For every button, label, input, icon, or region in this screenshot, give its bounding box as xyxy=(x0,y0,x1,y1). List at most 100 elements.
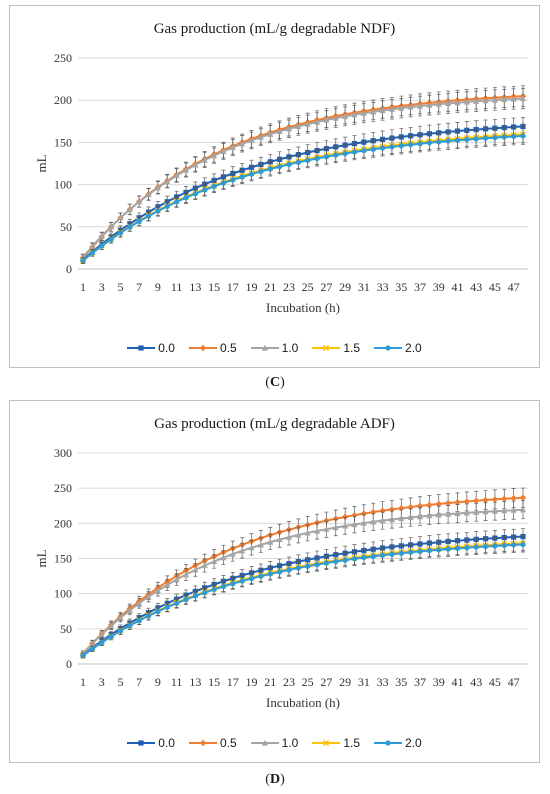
data-point xyxy=(117,628,124,634)
data-point xyxy=(501,134,507,140)
data-point xyxy=(182,166,190,173)
data-point xyxy=(332,524,339,531)
data-point xyxy=(155,208,161,214)
data-point xyxy=(295,565,301,571)
data-point xyxy=(89,646,95,652)
data-point xyxy=(108,236,114,242)
chart-panel-d: Gas production (mL/g degradable ADF) 0 50… xyxy=(9,400,540,763)
y-tick-label: 200 xyxy=(54,516,72,530)
x-tick-label: 19 xyxy=(246,675,258,689)
figure-caption-c: (C) xyxy=(265,375,285,390)
legend-item: 2.0 xyxy=(374,736,422,750)
series-1-0 xyxy=(79,500,527,657)
x-tick-label: 1 xyxy=(80,675,86,689)
data-point xyxy=(445,138,451,144)
data-point xyxy=(351,556,358,562)
data-point xyxy=(491,496,499,503)
data-point xyxy=(351,111,358,118)
x-tick-label: 5 xyxy=(117,675,123,689)
legend-label: 1.5 xyxy=(343,341,361,355)
data-point xyxy=(239,547,246,554)
legend-marker xyxy=(261,739,268,746)
chart-legend: 0.0 0.5 1.0 1.5 2.0 xyxy=(10,736,539,750)
data-point xyxy=(510,495,517,502)
data-point xyxy=(230,581,236,587)
data-point xyxy=(304,529,311,536)
data-point xyxy=(370,146,376,152)
series-line xyxy=(82,508,524,655)
data-point xyxy=(136,600,143,606)
data-point xyxy=(370,553,376,559)
y-tick-label: 100 xyxy=(54,178,72,192)
x-tick-label: 17 xyxy=(227,675,239,689)
data-point xyxy=(136,618,142,624)
legend-marker xyxy=(385,345,391,351)
data-point xyxy=(370,108,377,115)
data-point xyxy=(276,569,283,575)
legend-swatch xyxy=(250,344,279,351)
chart-panel-c: Gas production (mL/g degradable NDF) 0 50… xyxy=(9,5,540,368)
data-point xyxy=(361,554,367,561)
data-point xyxy=(164,178,171,185)
data-point xyxy=(510,95,517,102)
x-tick-label: 13 xyxy=(189,675,201,689)
data-point xyxy=(379,107,386,114)
y-axis-label: mL xyxy=(34,549,49,567)
data-point xyxy=(183,596,189,603)
data-point xyxy=(454,545,461,551)
data-point xyxy=(107,622,115,629)
x-tick-label: 15 xyxy=(208,280,220,294)
data-point xyxy=(285,534,293,540)
data-point xyxy=(464,136,470,143)
data-point xyxy=(154,587,161,594)
data-point xyxy=(398,550,404,556)
data-point xyxy=(89,640,96,647)
data-point xyxy=(454,510,461,517)
data-point xyxy=(173,172,180,179)
data-point xyxy=(295,531,302,538)
data-point xyxy=(323,517,330,524)
data-point xyxy=(314,561,320,568)
x-tick-label: 37 xyxy=(414,280,426,294)
data-point xyxy=(445,511,452,517)
x-tick-label: 45 xyxy=(489,675,501,689)
series-line xyxy=(82,496,524,655)
x-tick-label: 13 xyxy=(189,280,201,294)
x-tick-label: 45 xyxy=(489,280,501,294)
data-point xyxy=(519,95,527,102)
data-point xyxy=(295,123,302,129)
data-point xyxy=(454,99,461,106)
data-point xyxy=(519,506,527,513)
data-point xyxy=(342,522,349,529)
legend-item: 2.0 xyxy=(374,341,422,355)
data-point xyxy=(192,593,198,599)
legend-swatch xyxy=(374,740,403,746)
data-point xyxy=(239,174,245,180)
chart-title: Gas production (mL/g degradable NDF) xyxy=(153,21,396,37)
y-tick-label: 0 xyxy=(66,657,72,671)
data-point xyxy=(510,507,517,513)
legend-item: 1.0 xyxy=(250,341,298,355)
data-point xyxy=(107,223,115,230)
data-point xyxy=(210,152,218,159)
data-point xyxy=(108,633,114,640)
data-point xyxy=(426,102,433,108)
data-point xyxy=(388,516,396,523)
x-tick-label: 17 xyxy=(227,280,239,294)
data-point xyxy=(276,128,283,135)
data-point xyxy=(202,590,208,596)
caption-letter: C xyxy=(269,375,281,390)
data-point xyxy=(220,180,227,186)
legend-swatch xyxy=(374,345,403,351)
data-point xyxy=(454,137,461,143)
data-point xyxy=(333,558,339,565)
data-point xyxy=(464,545,470,551)
x-tick-label: 27 xyxy=(320,280,332,294)
data-point xyxy=(445,100,452,107)
legend-label: 0.0 xyxy=(158,736,175,750)
data-point xyxy=(276,536,283,543)
x-tick-label: 31 xyxy=(358,280,370,294)
data-point xyxy=(145,213,152,219)
data-point xyxy=(492,543,498,549)
